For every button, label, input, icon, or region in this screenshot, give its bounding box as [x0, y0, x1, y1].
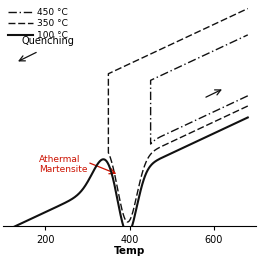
Text: Quenching: Quenching: [22, 36, 75, 46]
X-axis label: Temp: Temp: [114, 246, 145, 256]
Legend: 450 °C, 350 °C, 100 °C: 450 °C, 350 °C, 100 °C: [7, 7, 69, 41]
Text: Athermal
Martensite: Athermal Martensite: [39, 155, 87, 174]
